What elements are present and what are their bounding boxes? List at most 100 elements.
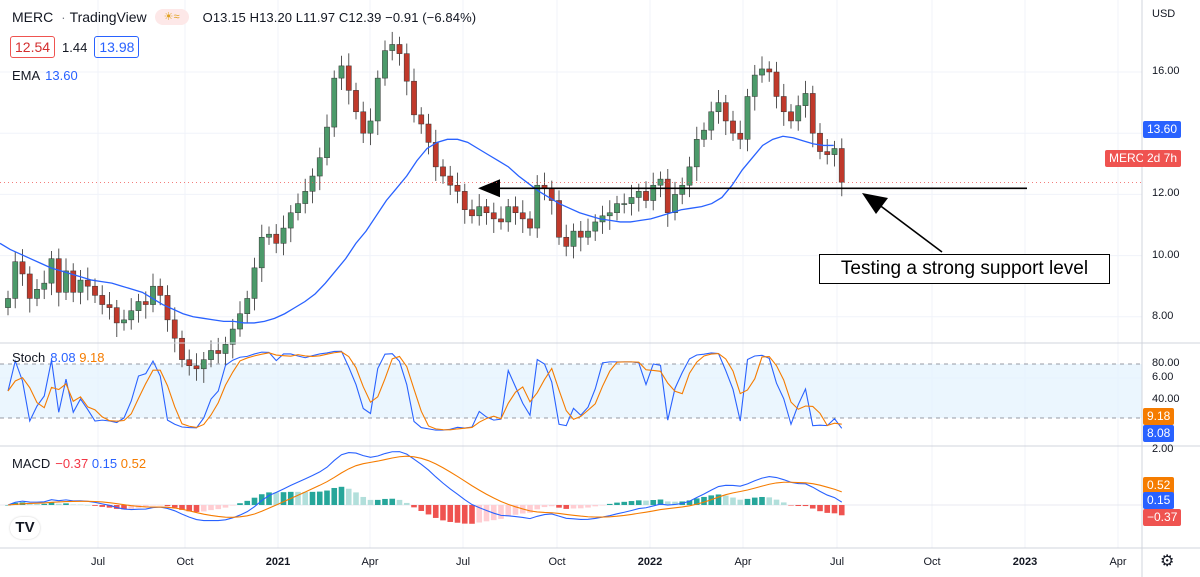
macd-hist-bar: [34, 503, 40, 505]
symbol-header: MERC · TradingView ☀≈ O13.15 H13.20 L11.…: [12, 9, 476, 25]
macd-hist-bar: [838, 505, 845, 516]
candle-body: [418, 114, 425, 125]
ema-legend[interactable]: EMA 13.60: [12, 68, 78, 83]
macd-hist-bar: [737, 499, 744, 505]
macd-series: [0, 451, 1142, 524]
candle-body: [367, 120, 374, 134]
macd-hist-bar: [686, 500, 693, 505]
candle-body: [650, 184, 657, 201]
macd-hist-bar: [780, 502, 787, 505]
macd-hist-bar: [461, 505, 468, 524]
macd-hist-bar: [817, 505, 823, 512]
candle-body: [556, 200, 562, 238]
candle-body: [563, 236, 570, 247]
macd-hist-bar: [418, 505, 425, 511]
macd-hist-bar: [316, 491, 323, 505]
candle-body: [345, 65, 352, 91]
candle-body: [425, 123, 432, 143]
macd-hist-bar: [759, 496, 765, 505]
macd-hist-bar: [548, 505, 555, 507]
tradingview-logo[interactable]: TV: [10, 517, 40, 539]
macd-hist-bar: [635, 500, 642, 505]
macd-hist-bar: [614, 502, 620, 505]
macd-hist-bar: [766, 497, 773, 505]
candle-body: [440, 166, 446, 177]
stoch-legend[interactable]: Stoch 8.08 9.18: [12, 350, 105, 365]
stoch-k-value: 8.08: [50, 350, 76, 365]
macd-hist-bar: [809, 505, 816, 509]
macd-hist-bar: [193, 505, 200, 512]
candle-body: [389, 44, 396, 51]
macd-hist-bar: [353, 492, 359, 505]
macd-hist-bar: [447, 505, 454, 522]
stoch-k-tag: 8.08: [1143, 425, 1175, 442]
macd-hist-bar: [99, 505, 106, 507]
sell-button[interactable]: 12.54: [10, 36, 56, 58]
candle-body: [730, 120, 736, 134]
macd-hist-bar: [744, 498, 751, 505]
symbol-name[interactable]: MERC: [12, 9, 54, 25]
macd-hist-bar: [701, 496, 707, 505]
gear-icon[interactable]: ⚙: [1160, 553, 1175, 570]
time-tick-2023: 2023: [1012, 556, 1038, 568]
macd-signal-value: 0.15: [91, 456, 118, 471]
candle-body: [215, 350, 222, 354]
macd-hist-bar: [360, 496, 367, 505]
symbol-price-tag: MERC: [1105, 150, 1145, 167]
price-tick: 6.00: [1152, 371, 1174, 383]
macd-hist-bar: [490, 505, 497, 521]
candle-body: [84, 279, 91, 287]
candle-body: [614, 203, 620, 214]
candle-body: [795, 105, 802, 122]
candle-body: [490, 212, 497, 220]
callout-arrow-head: [862, 193, 888, 214]
macd-hist-bar: [26, 503, 33, 505]
macd-hist-bar: [121, 505, 127, 510]
candle-body: [273, 233, 280, 244]
macd-legend[interactable]: MACD −0.37 0.15 0.52: [12, 456, 146, 471]
candle-body: [374, 77, 381, 122]
macd-hist-bar: [396, 499, 403, 505]
macd-hist-bar: [643, 500, 649, 505]
macd-line: [7, 451, 843, 522]
stoch-band: [0, 363, 1142, 419]
macd-hist-bar: [621, 501, 628, 505]
ohlc-values: O13.15 H13.20 L11.97 C12.39 −0.91 (−6.84…: [202, 9, 477, 25]
candle-body: [635, 191, 642, 198]
buy-button[interactable]: 13.98: [94, 36, 140, 58]
stoch-lines: [7, 350, 843, 431]
ema-price-tag: 13.60: [1143, 121, 1182, 138]
macd-hist-bar: [498, 505, 504, 519]
stoch-k-line: [7, 350, 843, 431]
candle-body: [817, 132, 823, 152]
ema-legend-name: EMA: [12, 68, 41, 83]
time-tick-oct: Oct: [176, 556, 194, 568]
candle-body: [186, 359, 193, 367]
candle-body: [824, 151, 831, 155]
macd-hist-bar: [802, 505, 809, 507]
candle-body: [251, 267, 258, 299]
candle-body: [606, 212, 613, 217]
candle-body: [686, 166, 693, 186]
macd-hist-bar: [208, 505, 214, 511]
annotation-callout[interactable]: Testing a strong support level: [819, 254, 1110, 284]
macd-hist-bar: [389, 498, 396, 505]
macd-hist-bar: [425, 505, 432, 515]
macd-hist-bar: [672, 501, 678, 505]
macd-hist-bar: [693, 498, 700, 505]
candle-body: [157, 285, 164, 296]
signal-line: [7, 455, 842, 518]
candle-body: [338, 65, 345, 79]
currency-label[interactable]: USD: [1152, 8, 1176, 20]
macd-hist-bar: [831, 505, 838, 514]
macd-hist-bar: [476, 505, 483, 523]
candle-body: [802, 93, 809, 106]
candle-body: [244, 298, 251, 314]
macd-hist-bar: [302, 491, 309, 505]
macd-hist-bar: [403, 502, 410, 505]
candle-body: [628, 197, 635, 204]
support-arrow-head: [478, 179, 500, 198]
macd-hist-bar: [215, 505, 222, 510]
